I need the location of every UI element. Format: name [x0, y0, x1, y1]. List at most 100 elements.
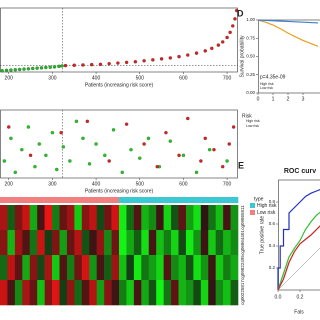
- heat-cell: [22, 230, 31, 256]
- type-bar: [230, 197, 239, 203]
- heat-cell: [230, 205, 239, 231]
- point: [181, 153, 186, 158]
- heat-cell: [52, 230, 60, 256]
- x-tick-label: 400: [92, 75, 101, 81]
- x-tick-label: 400: [92, 181, 101, 187]
- point: [234, 8, 239, 13]
- heat-cell: [52, 280, 60, 306]
- heat-cell: [89, 230, 97, 256]
- heat-cell: [66, 230, 75, 256]
- heat-cell: [215, 255, 224, 281]
- point: [20, 147, 24, 152]
- series-line: [277, 211, 320, 291]
- point: [52, 65, 57, 69]
- x-tick-label: 500: [136, 181, 145, 187]
- type-bar: [148, 197, 157, 203]
- heat-cell: [156, 255, 164, 281]
- point: [151, 58, 155, 62]
- plot-frame: [258, 19, 320, 94]
- heat-cell: [200, 280, 209, 306]
- point: [98, 62, 103, 67]
- heat-cell: [171, 255, 179, 281]
- heat-cell: [81, 255, 90, 281]
- heat-cell: [7, 280, 16, 306]
- heat-cell: [148, 205, 157, 231]
- type-bar: [223, 197, 231, 203]
- type-bar: [215, 197, 224, 203]
- x-axis-label: Patients (increasing risk score): [85, 82, 154, 88]
- heat-cell: [185, 280, 194, 306]
- type-bar: [111, 197, 120, 203]
- heat-cell: [208, 230, 216, 256]
- heat-cell: [119, 230, 127, 256]
- type-bar: [22, 197, 31, 203]
- y-tick-label: 0.75: [246, 35, 255, 40]
- point: [228, 30, 232, 35]
- row-label: cg00225817: [240, 280, 245, 305]
- heat-cell: [126, 205, 135, 231]
- heat-cell: [215, 205, 224, 231]
- heat-cell: [96, 280, 105, 306]
- point: [164, 130, 168, 135]
- heat-cell: [44, 205, 53, 231]
- heat-cell: [178, 230, 187, 256]
- heat-cell: [52, 255, 60, 281]
- type-bar: [104, 197, 112, 203]
- x-axis-label: Fals: [294, 309, 304, 315]
- heat-cell: [14, 230, 23, 256]
- heat-cell: [215, 280, 224, 306]
- point: [35, 66, 39, 70]
- heat-cell: [230, 280, 239, 306]
- type-bar: [96, 197, 105, 203]
- x-tick-label: 600: [179, 181, 188, 187]
- heat-cell: [22, 255, 31, 281]
- heat-cell: [74, 205, 83, 231]
- heat-cell: [29, 255, 38, 281]
- y-tick-label: 0.50: [246, 54, 255, 59]
- point: [22, 67, 26, 71]
- heat-cell: [171, 205, 179, 231]
- heat-cell: [141, 205, 150, 231]
- point: [0, 69, 4, 73]
- heat-cell: [111, 255, 120, 281]
- point: [87, 162, 92, 166]
- x-tick-label: 600: [179, 75, 188, 81]
- x-tick-label: 2: [287, 96, 290, 102]
- point: [63, 63, 68, 68]
- point: [133, 60, 138, 64]
- plot-frame: [0, 109, 238, 179]
- x-tick-label: 500: [136, 75, 145, 81]
- y-tick-label: 0.25: [246, 72, 255, 77]
- panel-label: D: [237, 8, 244, 18]
- heat-cell: [178, 255, 187, 281]
- point: [221, 164, 225, 169]
- type-bar: [29, 197, 38, 203]
- point: [17, 67, 22, 72]
- heat-cell: [104, 205, 112, 231]
- heat-cell: [111, 280, 120, 306]
- heat-cell: [133, 255, 142, 281]
- heat-cell: [141, 230, 150, 256]
- heat-cell: [148, 230, 157, 256]
- type-bar: [119, 197, 127, 203]
- heat-cell: [7, 205, 16, 231]
- heat-cell: [185, 255, 194, 281]
- x-tick-label: 0: [257, 96, 260, 102]
- type-bar: [156, 197, 164, 203]
- heat-cell: [126, 230, 135, 256]
- point: [44, 153, 48, 158]
- heat-cell: [37, 280, 45, 306]
- heat-cell: [111, 230, 120, 256]
- point: [116, 61, 120, 65]
- table-title: Risk: [242, 113, 252, 119]
- heat-cell: [22, 205, 31, 231]
- point: [37, 142, 42, 146]
- heat-cell: [37, 230, 45, 256]
- point: [81, 63, 85, 67]
- heat-cell: [0, 230, 8, 256]
- heat-cell: [22, 280, 31, 306]
- heat-cell: [96, 205, 105, 231]
- point: [221, 40, 225, 44]
- heat-cell: [126, 255, 135, 281]
